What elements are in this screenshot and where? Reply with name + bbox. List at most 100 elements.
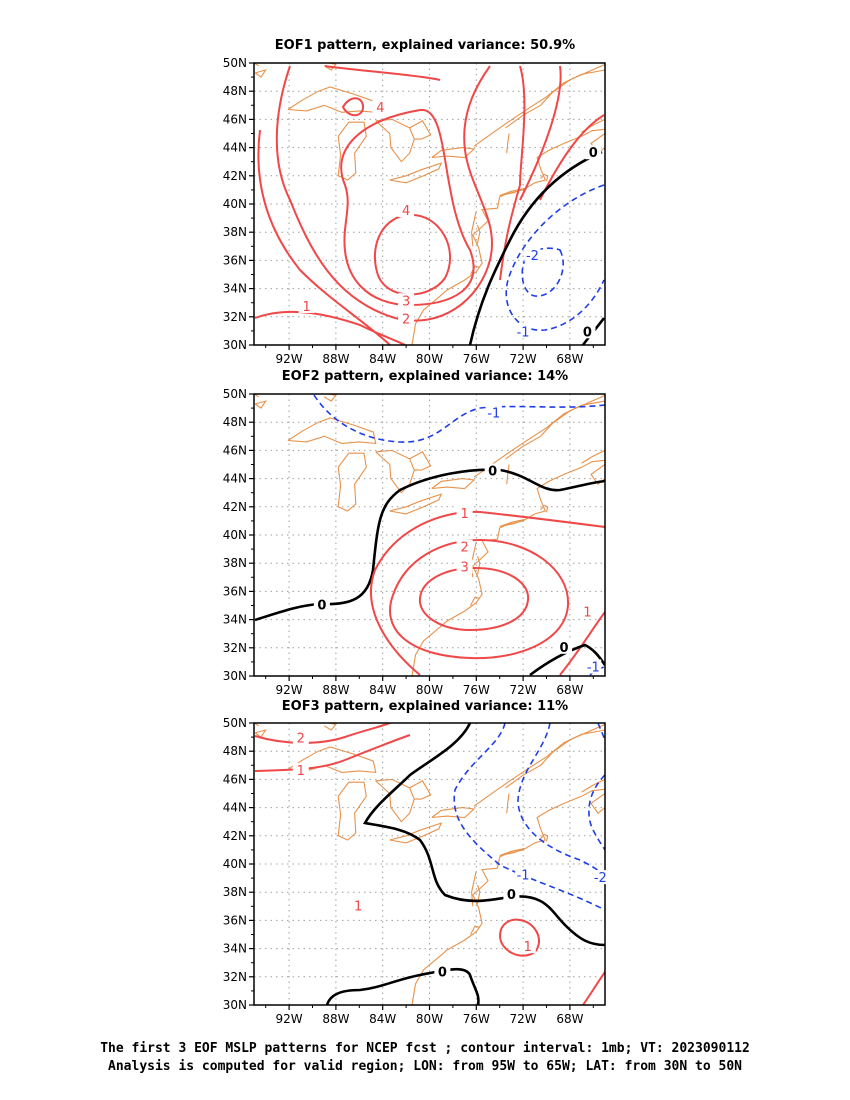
eof1-lon-tick-label: 68W (556, 352, 583, 366)
eof1-contour-label-bg (298, 298, 315, 313)
eof1-coastline-segment (389, 162, 443, 184)
eof1-lat-tick-label: 36N (223, 253, 247, 267)
eof1-lon-tick-label: 80W (416, 352, 443, 366)
eof1-coastline-segment (471, 210, 477, 247)
eof3-lon-tick-label: 76W (463, 1012, 490, 1026)
eof1-contour-label: 0 (583, 325, 592, 340)
eof2-lat-tick-label: 46N (223, 443, 247, 457)
eof3-coastline-segment (499, 847, 525, 857)
eof3-coastline-segment (409, 780, 432, 800)
eof2-coastline-segment (337, 452, 367, 512)
eof2-coastline-segment (476, 555, 481, 575)
eof2-title: EOF2 pattern, explained variance: 14% (282, 369, 568, 384)
eof3-lat-tick-label: 38N (223, 885, 247, 899)
eof3-axes: 50N 48N 46N 44N 42N 40N 38N 36N 34N 32N 30N 92W 88W 8… (223, 716, 594, 1026)
eof3-contour-label-bg (519, 939, 536, 954)
eof2-lat-tick-label: 48N (223, 415, 247, 429)
eof1-lat-tick-label: 44N (223, 141, 247, 155)
eof2-contour-pos-3 (418, 566, 530, 632)
eof1-lat-tick-label: 46N (223, 112, 247, 126)
eof2-contour-label: 0 (560, 641, 569, 656)
eof3-coastline-segment (254, 729, 267, 738)
eof2-contour-label-bg (556, 639, 573, 654)
eof1-contour-label: 1 (303, 300, 311, 315)
eof3-lat-tick-label: 40N (223, 857, 247, 871)
eof2-coastline-segment (470, 596, 480, 606)
eof2-coastline-segment (581, 449, 605, 464)
eof3-lat-tick-label: 50N (223, 716, 247, 730)
eof3-lat-tick-label: 42N (223, 829, 247, 843)
eof1-contour-labels: 4 4 3 2 1 -2 -1 0 0 (298, 100, 602, 340)
eof1-contour-label-bg (585, 145, 602, 160)
eof2-contour-neg-1 (313, 394, 605, 443)
eof1-contour-pos-2 (275, 65, 493, 322)
eof2-contour-label-bg (579, 604, 596, 619)
eof1-contour-label-bg (398, 293, 415, 308)
eof1-lat-tick-label: 50N (223, 56, 247, 70)
eof2-contour-label: 1 (583, 606, 591, 621)
eof1-coastline-segment (254, 69, 267, 78)
eof1-contour-label-bg (579, 324, 596, 339)
eof1-lon-tick-label: 76W (463, 352, 490, 366)
eof3-lat-tick-label: 44N (223, 801, 247, 815)
eof3-coastline-segment (389, 822, 443, 844)
eof3-contour-label-bg (292, 730, 309, 745)
eof2-coastline-segment (254, 400, 267, 409)
eof3-contour-label: 0 (507, 888, 516, 903)
eof3-coastline-segment (431, 807, 476, 819)
eof1-coastline-segment (411, 128, 605, 345)
eof3-coastline-segment (540, 833, 549, 842)
eof2-contour-pos-2 (389, 538, 570, 660)
eof2-contour-label: 0 (317, 599, 326, 614)
eof3-coastline-segment (323, 723, 337, 731)
eof1-lat-tick-label: 32N (223, 310, 247, 324)
eof3-contour-label: -1 (517, 868, 530, 883)
eof3-lat-tick-label: 48N (223, 744, 247, 758)
eof2-lon-tick-label: 92W (276, 683, 303, 697)
eof1-contour-label: 4 (402, 204, 410, 219)
eof1-lat-tick-label: 42N (223, 169, 247, 183)
eof3-contour-label: 1 (354, 899, 362, 914)
eof1-coastline-segment (499, 187, 525, 197)
eof3-lat-tick-label: 30N (223, 998, 247, 1012)
eof1-contour-pos-3 (340, 108, 475, 307)
eof3-contour-label-bg (292, 762, 309, 777)
eof1-axes: 50N 48N 46N 44N 42N 40N 38N 36N 34N 32N 30N 92W 88W 8… (223, 56, 594, 366)
eof1-coastline-segment (375, 118, 415, 163)
eof2-lat-tick-label: 50N (223, 387, 247, 401)
eof1-contour-label-bg (398, 203, 415, 218)
eof3-lon-tick-label: 84W (369, 1012, 396, 1026)
eof3-contour-zero-a (362, 723, 605, 947)
eof1-panel: EOF1 pattern, explained variance: 50.9% … (223, 38, 606, 366)
eof1-lon-tick-label: 84W (369, 352, 396, 366)
footer-caption-line2: Analysis is computed for valid region; L… (108, 1059, 742, 1074)
eof2-contour-label: 2 (460, 541, 468, 556)
eof1-coastline-segment (431, 147, 476, 159)
eof3-lon-tick-label: 68W (556, 1012, 583, 1026)
eof1-contour-pos-1 (254, 65, 605, 345)
eof1-coastline-segment (470, 265, 480, 275)
eof3-coastline-segment (470, 925, 480, 935)
eof1-coastline-segment (505, 63, 605, 129)
eof-figure: EOF1 pattern, explained variance: 50.9% … (223, 38, 609, 1026)
eof2-lon-tick-label: 72W (510, 683, 537, 697)
eof2-contour-label-bg (456, 559, 473, 574)
eof2-coastline-segment (499, 518, 525, 528)
eof3-coastline (254, 723, 605, 1005)
eof1-coastline-segment (409, 120, 432, 140)
eof2-lat-tick-label: 32N (223, 641, 247, 655)
eof2-contour-labels: -1 0 1 2 3 0 1 0 -1 (313, 405, 602, 676)
eof2-coastline-segment (411, 459, 605, 676)
eof3-lat-tick-label: 32N (223, 970, 247, 984)
eof3-contour-label-bg (515, 867, 532, 882)
eof2-contour-label: 1 (460, 507, 468, 522)
eof2-lon-tick-label: 76W (463, 683, 490, 697)
eof2-coastline-segment (389, 493, 443, 515)
eof2-grid (254, 394, 605, 676)
eof2-contour-label-bg (485, 405, 502, 420)
eof3-contour-label: 1 (297, 764, 305, 779)
eof1-lon-tick-label: 88W (322, 352, 349, 366)
eof1-contour-label: -2 (526, 249, 539, 264)
eof1-lon-tick-label: 72W (510, 352, 537, 366)
